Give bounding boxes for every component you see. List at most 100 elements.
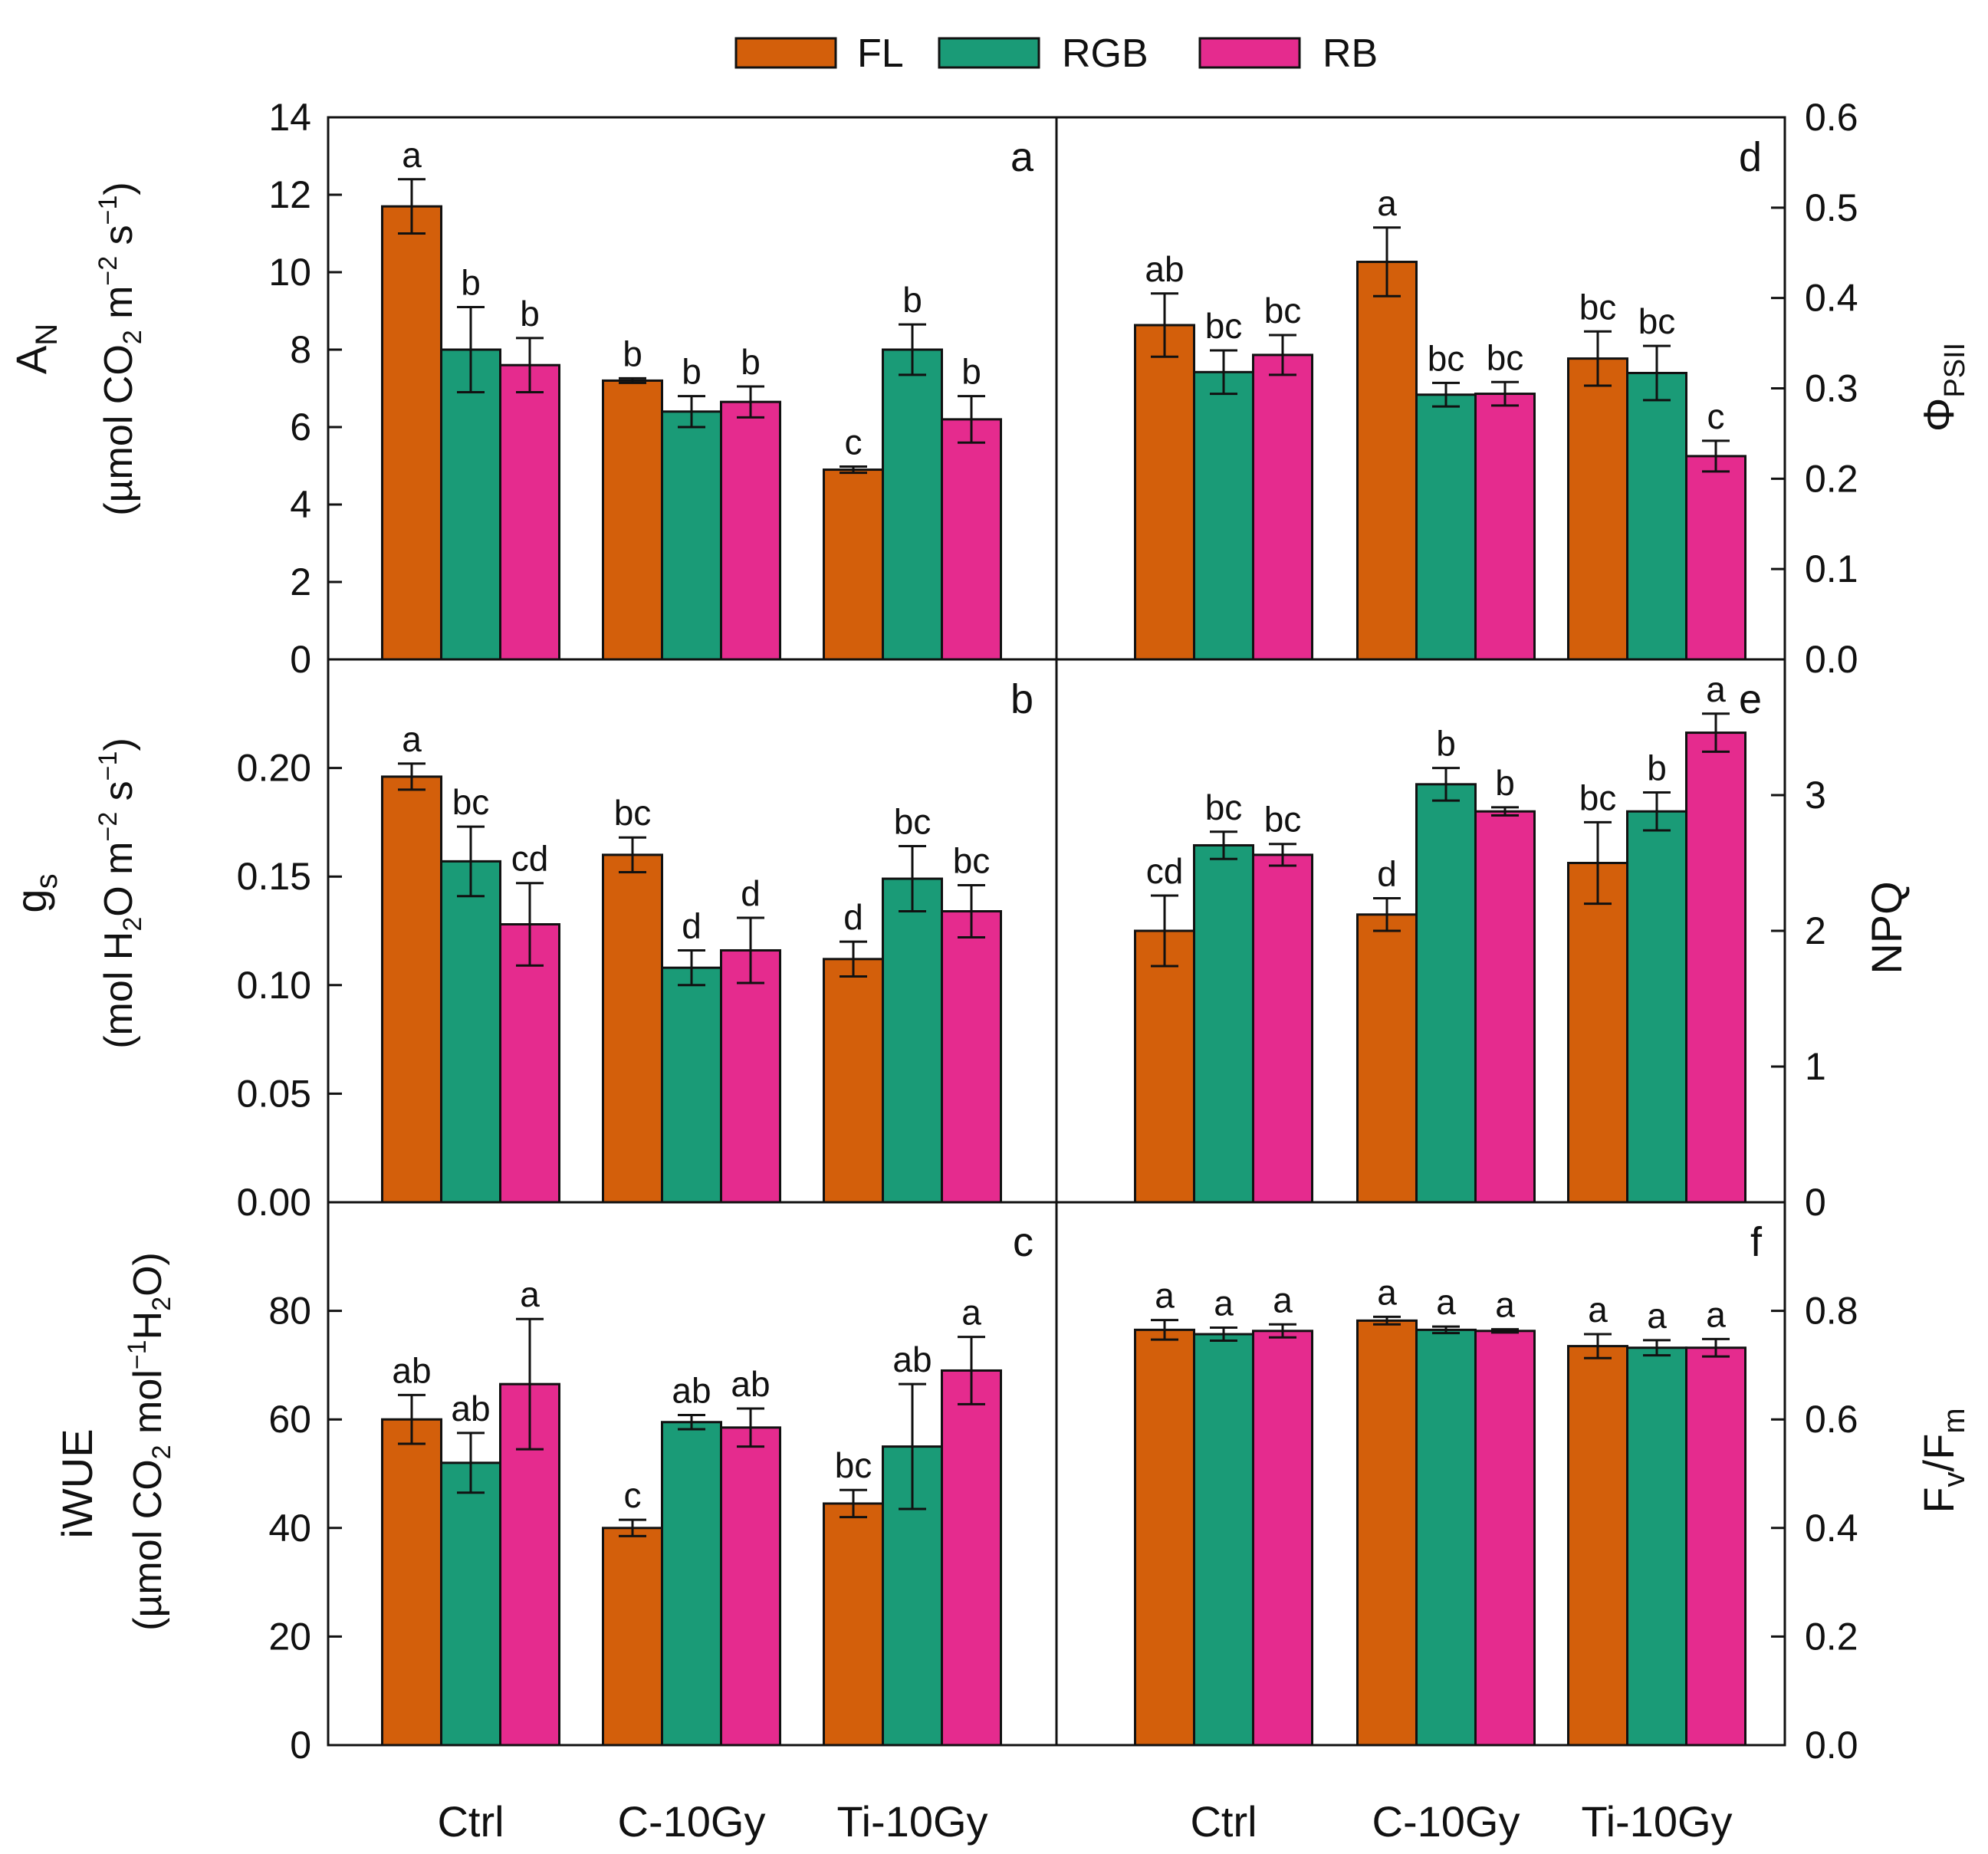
sig-letter-a-fl-2: c — [845, 422, 863, 462]
ytick-label-a: 6 — [290, 406, 311, 449]
bar-e-rb-2 — [1685, 731, 1746, 1204]
ytick-label-d: 0.3 — [1805, 367, 1858, 410]
bar-f-rgb-1 — [1415, 1328, 1477, 1747]
panel-letter-d: d — [1739, 134, 1762, 180]
sig-letter-e-fl-1: d — [1377, 854, 1397, 894]
sig-letter-d-fl-2: bc — [1579, 287, 1617, 327]
bar-a-rgb-2 — [882, 348, 943, 661]
panel-letter-f: f — [1750, 1219, 1763, 1265]
sig-letter-e-fl-2: bc — [1579, 777, 1617, 817]
bar-e-fl-1 — [1356, 913, 1418, 1204]
sig-letter-b-fl-0: a — [402, 719, 422, 759]
bar-d-rb-1 — [1474, 393, 1536, 661]
legend: FL RGB RB — [734, 31, 1378, 76]
bar-d-rgb-2 — [1626, 371, 1687, 661]
ytick-label-f: 0.2 — [1805, 1615, 1858, 1658]
sig-letter-d-rgb-2: bc — [1638, 301, 1676, 341]
bar-c-rb-2 — [941, 1369, 1002, 1747]
sig-letter-f-fl-2: a — [1588, 1290, 1608, 1330]
sig-letter-f-rgb-0: a — [1214, 1284, 1234, 1323]
sig-letter-e-rb-2: a — [1706, 669, 1726, 709]
ytick-label-a: 8 — [290, 328, 311, 371]
ytick-label-b: 0.05 — [237, 1072, 311, 1115]
bar-b-rb-0 — [499, 923, 560, 1204]
sig-letter-a-rb-1: b — [741, 342, 761, 382]
sig-letter-a-rgb-2: b — [902, 280, 922, 320]
sig-letter-e-rb-1: b — [1495, 763, 1515, 803]
bar-f-rgb-2 — [1626, 1346, 1687, 1747]
ytick-label-a: 12 — [268, 173, 311, 216]
sig-letter-c-rb-2: a — [961, 1293, 981, 1333]
legend-label-rgb: RGB — [1062, 31, 1148, 76]
ytick-label-b: 0.20 — [237, 747, 311, 790]
xtick-label-f-0: Ctrl — [1190, 1797, 1257, 1846]
sig-letter-d-fl-1: a — [1377, 183, 1397, 223]
sig-letter-c-fl-0: ab — [392, 1350, 431, 1390]
ytick-label-d: 0.0 — [1805, 638, 1858, 681]
sig-letter-a-rb-2: b — [961, 352, 981, 392]
sig-letter-f-rb-1: a — [1495, 1285, 1515, 1325]
sig-letter-e-fl-0: cd — [1146, 851, 1184, 891]
bar-a-fl-0 — [381, 205, 442, 661]
sig-letter-c-fl-1: c — [624, 1475, 642, 1515]
sig-letter-e-rb-0: bc — [1264, 800, 1302, 840]
sig-letter-d-rgb-0: bc — [1205, 306, 1243, 346]
panel-letter-b: b — [1010, 676, 1033, 722]
ytick-label-a: 10 — [268, 251, 311, 294]
ylabel-d: ΦPSII — [1914, 343, 1971, 432]
bar-f-rb-0 — [1252, 1330, 1313, 1747]
sig-letter-b-rgb-1: d — [682, 906, 702, 945]
ytick-label-a: 0 — [290, 638, 311, 681]
bar-c-fl-2 — [823, 1502, 884, 1747]
sig-letter-a-rgb-0: b — [461, 262, 481, 302]
bar-e-rgb-0 — [1193, 843, 1254, 1204]
bar-d-rgb-0 — [1193, 370, 1254, 661]
bar-a-rb-2 — [941, 418, 1002, 661]
xtick-label-f-1: C-10Gy — [1372, 1797, 1520, 1846]
bar-a-rb-0 — [499, 363, 560, 661]
bar-f-fl-0 — [1134, 1328, 1195, 1747]
xtick-label-f-2: Ti-10Gy — [1581, 1797, 1732, 1846]
sig-letter-f-rb-0: a — [1273, 1280, 1293, 1320]
sig-letter-b-rgb-2: bc — [894, 802, 932, 842]
legend-swatch-rb — [1198, 37, 1301, 69]
ytick-label-a: 4 — [290, 483, 311, 526]
bar-c-rgb-1 — [661, 1421, 722, 1747]
sig-letter-b-rgb-0: bc — [452, 782, 490, 822]
sig-letter-c-rb-0: a — [520, 1274, 540, 1314]
bar-c-rgb-0 — [440, 1461, 501, 1747]
ytick-label-c: 40 — [268, 1507, 311, 1550]
legend-swatch-fl — [734, 37, 837, 69]
sig-letter-a-fl-1: b — [623, 334, 642, 373]
ytick-label-c: 20 — [268, 1615, 311, 1658]
sig-letter-b-fl-1: bc — [614, 793, 652, 833]
bar-b-rb-1 — [720, 948, 781, 1204]
bar-a-rb-1 — [720, 400, 781, 661]
sig-letter-a-rb-0: b — [520, 294, 540, 334]
ytick-label-d: 0.1 — [1805, 547, 1858, 590]
bar-a-rgb-1 — [661, 410, 722, 661]
sig-letter-e-rgb-0: bc — [1205, 787, 1243, 827]
sig-letter-f-fl-1: a — [1377, 1272, 1397, 1312]
bar-e-rb-0 — [1252, 853, 1313, 1204]
ylabel-f: Fv/Fm — [1914, 1408, 1971, 1513]
ytick-label-f: 0.8 — [1805, 1290, 1858, 1333]
ytick-label-b: 0.15 — [237, 855, 311, 898]
legend-swatch-rgb — [938, 37, 1040, 69]
bar-f-fl-1 — [1356, 1319, 1418, 1747]
ytick-label-e: 3 — [1805, 774, 1826, 817]
sig-letter-c-rgb-1: ab — [672, 1371, 711, 1411]
bar-e-fl-0 — [1134, 929, 1195, 1204]
bar-b-rgb-2 — [882, 877, 943, 1204]
legend-label-rb: RB — [1323, 31, 1378, 76]
bar-b-fl-0 — [381, 775, 442, 1204]
ytick-label-a: 2 — [290, 560, 311, 603]
sig-letter-d-rb-0: bc — [1264, 291, 1302, 330]
bar-e-rgb-2 — [1626, 810, 1687, 1204]
ylabel-a: AN — [7, 324, 64, 374]
bar-f-fl-2 — [1567, 1345, 1628, 1747]
sig-letter-e-rgb-2: b — [1647, 748, 1667, 787]
ytick-label-e: 2 — [1805, 909, 1826, 952]
